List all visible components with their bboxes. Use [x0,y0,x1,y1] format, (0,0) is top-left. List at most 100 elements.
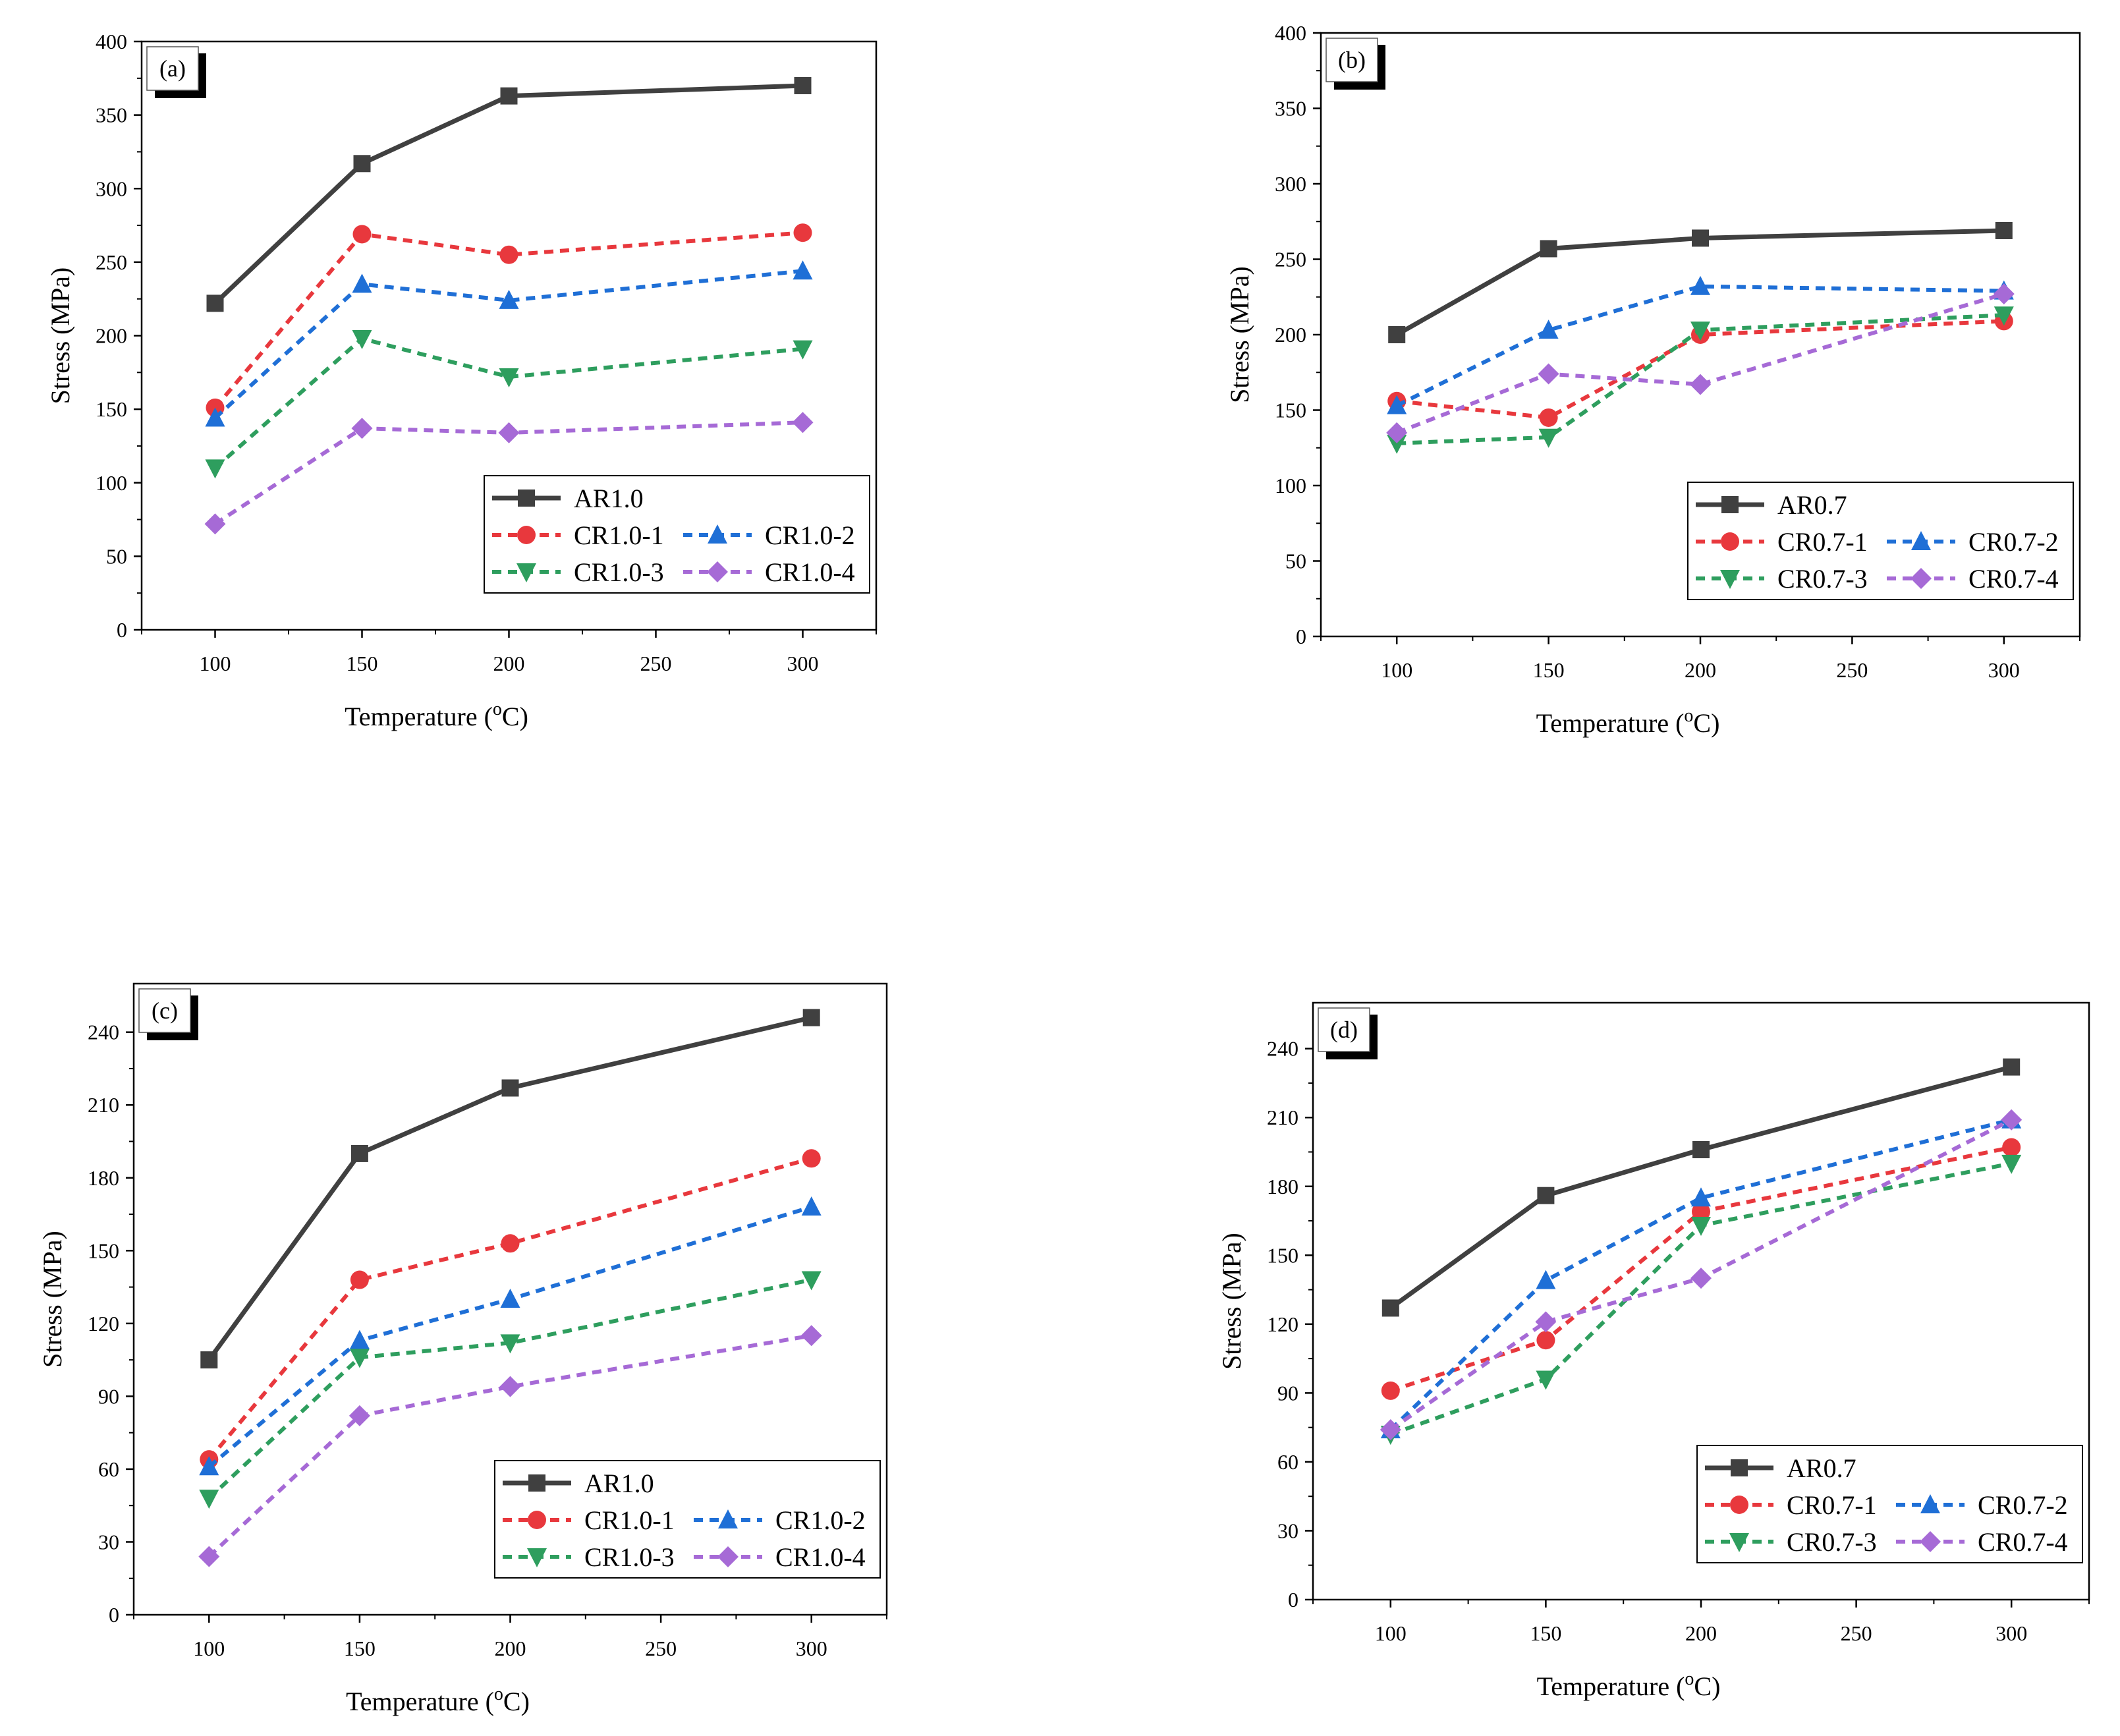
x-tick-label: 250 [645,1637,677,1660]
x-tick-label: 250 [1836,658,1868,682]
data-point [1535,1311,1557,1333]
legend-marker [708,524,727,544]
data-point [204,513,226,535]
data-point [2003,1058,2021,1076]
legend-label: CR0.7-3 [1777,564,1868,594]
legend-marker [718,1509,738,1528]
y-tick-label: 0 [1296,625,1306,648]
series-CR0.7-3 [1387,306,2014,454]
series-line [207,1015,812,1362]
data-point [352,225,372,244]
x-tick-label: 200 [495,1637,526,1660]
data-point [1388,326,1406,343]
legend-label: CR1.0-4 [775,1542,866,1572]
data-point [2001,1109,2022,1131]
series-line [213,83,803,305]
x-tick-label: 100 [1381,658,1412,682]
data-point [1540,240,1557,258]
legend-marker [1730,1496,1748,1514]
legend-entry-CR0.7-3: CR0.7-3 [1705,1527,1877,1557]
data-point [1538,320,1559,339]
x-tick-label: 100 [193,1637,225,1660]
data-point [794,76,812,94]
y-tick-label: 0 [109,1603,119,1627]
data-point [499,368,519,388]
y-tick-label: 210 [1267,1106,1298,1129]
series-line [1389,1118,2013,1432]
data-point [500,87,518,105]
x-tick-label: 300 [787,652,819,675]
panel-label-text: (d) [1330,1017,1358,1043]
series-AR0.7 [1388,221,2013,343]
data-point [801,1196,822,1216]
data-point [205,459,225,479]
data-point [2001,1154,2022,1174]
data-point [1537,1187,1555,1204]
x-tick-label: 150 [1533,658,1565,682]
panel-label-text: (b) [1338,47,1366,73]
legend-marker [717,1546,739,1567]
data-point [1538,428,1559,448]
legend-entry-CR1.0-4: CR1.0-4 [694,1542,866,1572]
series-CR1.0-2 [199,1196,822,1476]
data-point [800,1325,822,1347]
y-tick-label: 210 [88,1093,119,1117]
legend-marker [1721,532,1739,551]
data-point [199,1456,219,1476]
data-point [1691,1217,1711,1237]
legend-label: CR1.0-1 [574,520,664,550]
x-tick-label: 300 [1995,1621,2027,1645]
data-point [1380,1419,1401,1441]
data-point [793,260,813,280]
legend-marker [1720,570,1740,589]
y-tick-label: 100 [1275,474,1306,497]
y-tick-label: 150 [1267,1243,1298,1267]
legend: AR0.7 CR0.7-1 CR0.7-2 CR0.7-3 CR0.7-4 [1687,482,2074,600]
data-point [1536,1270,1556,1289]
series-line [213,336,803,470]
data-point [499,1376,521,1397]
y-tick-label: 150 [1275,399,1306,422]
y-tick-label: 0 [117,618,127,642]
y-tick-label: 150 [88,1239,119,1262]
x-tick-label: 150 [347,652,378,675]
y-tick-label: 60 [1277,1450,1298,1474]
series-line [1389,1145,2012,1393]
series-CR1.0-4 [204,412,814,535]
data-point [1381,1381,1400,1400]
legend-label: CR1.0-1 [584,1505,675,1535]
data-point [1539,408,1558,427]
data-point [1994,306,2014,326]
data-point [205,407,225,427]
series-line [208,1333,812,1558]
legend-label: CR0.7-2 [1978,1490,2068,1520]
y-tick-label: 250 [96,250,127,274]
x-tick-label: 300 [1988,658,2020,682]
data-point [1536,1331,1555,1350]
series-line [208,1156,812,1461]
legend-entry-CR1.0-1: CR1.0-1 [492,520,664,550]
y-axis-title: Stress (MPa) [45,267,75,405]
data-point [500,1334,520,1354]
data-point [350,1144,368,1162]
legend: AR1.0 CR1.0-1 CR1.0-2 CR1.0-3 CR1.0-4 [494,1460,881,1579]
legend-entry-AR0.7: AR0.7 [1705,1453,1856,1483]
y-axis-title: Stress (MPa) [1217,1233,1246,1370]
series-line [1389,1065,2013,1310]
series-line [213,231,803,409]
series-CR0.7-1 [1381,1138,2021,1400]
series-line [1396,319,2004,420]
y-tick-label: 400 [1275,21,1306,45]
y-tick-label: 30 [98,1530,119,1554]
series-AR1.0 [200,1009,820,1369]
x-tick-label: 100 [200,652,231,675]
data-point [350,1270,369,1289]
series-line [1389,1161,2012,1436]
panel-d: 0 30 60 90 120 150 180 210 240 100 150 200 250 300 Tem… [1217,1001,2090,1701]
y-tick-label: 60 [98,1457,119,1481]
legend-marker [1920,1494,1940,1513]
y-tick-label: 0 [1288,1588,1298,1611]
series-CR1.0-2 [205,260,813,427]
data-point [349,1349,370,1368]
data-point [1538,363,1559,385]
